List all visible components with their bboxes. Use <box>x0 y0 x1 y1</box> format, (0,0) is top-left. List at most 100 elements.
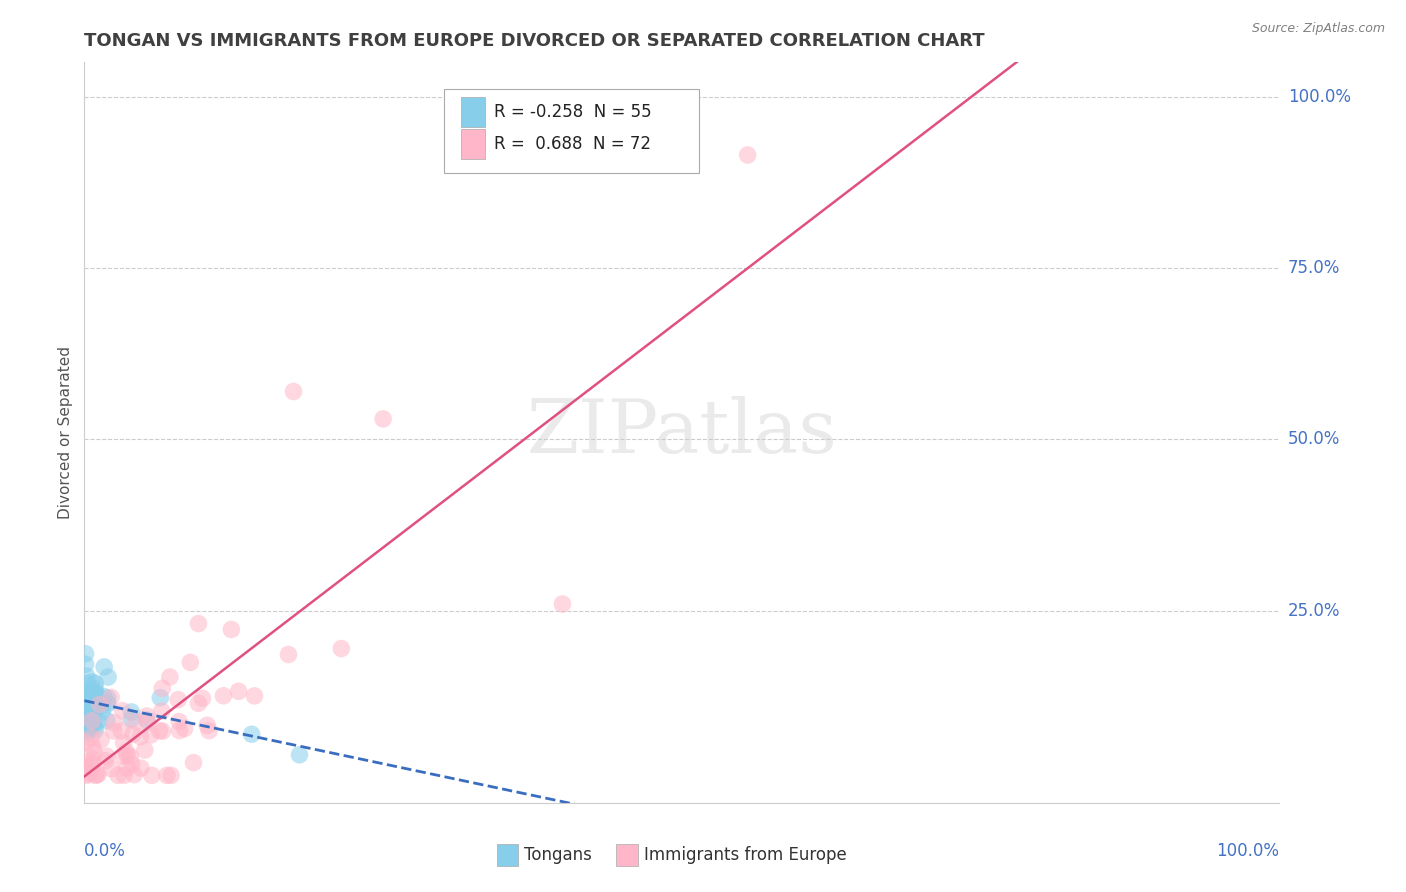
Point <box>173 722 195 736</box>
FancyBboxPatch shape <box>461 97 485 127</box>
Point <box>111 704 134 718</box>
Point <box>221 623 243 637</box>
Point <box>84 723 107 737</box>
Text: Tongans: Tongans <box>524 846 592 863</box>
Point <box>97 691 120 706</box>
Point <box>373 412 395 426</box>
Point <box>76 768 98 782</box>
Point <box>112 768 135 782</box>
Point <box>91 705 114 719</box>
Point <box>97 670 120 684</box>
Point <box>330 641 353 656</box>
Point <box>87 767 110 781</box>
Point <box>191 691 214 706</box>
Point <box>129 730 152 744</box>
Point <box>134 743 156 757</box>
Point <box>136 715 159 730</box>
Point <box>150 704 173 718</box>
Point <box>82 706 104 721</box>
Point <box>84 768 107 782</box>
Point <box>87 714 110 728</box>
Point <box>103 715 125 730</box>
Point <box>150 681 173 696</box>
Text: 100.0%: 100.0% <box>1288 87 1351 106</box>
Point <box>77 719 100 733</box>
Point <box>84 681 107 696</box>
Point <box>79 698 101 713</box>
Point <box>83 686 105 700</box>
Text: ZIPatlas: ZIPatlas <box>526 396 838 469</box>
Point <box>79 693 101 707</box>
Point <box>240 727 263 741</box>
Point <box>156 768 179 782</box>
Point <box>195 718 218 732</box>
Point <box>149 723 172 738</box>
Point <box>87 698 110 712</box>
Point <box>93 660 115 674</box>
Point <box>80 674 103 689</box>
Point <box>76 726 98 740</box>
Point <box>79 682 101 697</box>
Point <box>82 716 104 731</box>
Point <box>76 669 98 683</box>
Text: R = -0.258  N = 55: R = -0.258 N = 55 <box>495 103 652 121</box>
Point <box>80 685 103 699</box>
Point <box>80 713 103 727</box>
Point <box>77 677 100 691</box>
Point <box>83 706 105 720</box>
Point <box>89 698 111 712</box>
Point <box>80 714 103 728</box>
Point <box>212 689 235 703</box>
FancyBboxPatch shape <box>444 89 699 173</box>
Point <box>187 616 209 631</box>
Point <box>84 676 107 690</box>
Point <box>160 768 183 782</box>
Point <box>122 727 145 741</box>
Point <box>135 709 157 723</box>
Point <box>288 747 311 762</box>
Point <box>121 757 143 772</box>
Point <box>141 768 163 782</box>
FancyBboxPatch shape <box>616 844 638 866</box>
Point <box>124 714 146 729</box>
Text: R =  0.688  N = 72: R = 0.688 N = 72 <box>495 135 651 153</box>
Point <box>83 691 105 706</box>
Text: 50.0%: 50.0% <box>1288 431 1340 449</box>
Point <box>167 692 190 706</box>
Point <box>110 724 132 739</box>
Point <box>75 716 97 731</box>
Text: 25.0%: 25.0% <box>1288 602 1340 620</box>
Point <box>149 690 172 705</box>
Point <box>75 756 97 770</box>
Text: 100.0%: 100.0% <box>1216 842 1279 860</box>
Point <box>277 648 299 662</box>
Point <box>120 712 142 726</box>
Point <box>84 688 107 702</box>
Point <box>89 698 111 713</box>
Point <box>115 745 138 759</box>
Point <box>82 752 104 766</box>
FancyBboxPatch shape <box>461 129 485 159</box>
Point <box>75 723 97 738</box>
Point <box>79 689 101 703</box>
Point <box>159 670 181 684</box>
Point <box>179 656 201 670</box>
Point <box>77 696 100 710</box>
Point <box>103 723 125 738</box>
Point <box>117 748 139 763</box>
Point <box>115 761 138 775</box>
Point <box>283 384 305 399</box>
Point <box>83 720 105 734</box>
Point <box>183 756 205 770</box>
Point <box>79 698 101 713</box>
Point <box>75 705 97 719</box>
Point <box>75 657 97 672</box>
Point <box>139 728 162 742</box>
Point <box>187 696 209 710</box>
Point <box>100 762 122 776</box>
Point <box>111 749 134 764</box>
Point <box>135 713 157 727</box>
Point <box>90 732 112 747</box>
Point <box>83 694 105 708</box>
Point <box>77 695 100 709</box>
